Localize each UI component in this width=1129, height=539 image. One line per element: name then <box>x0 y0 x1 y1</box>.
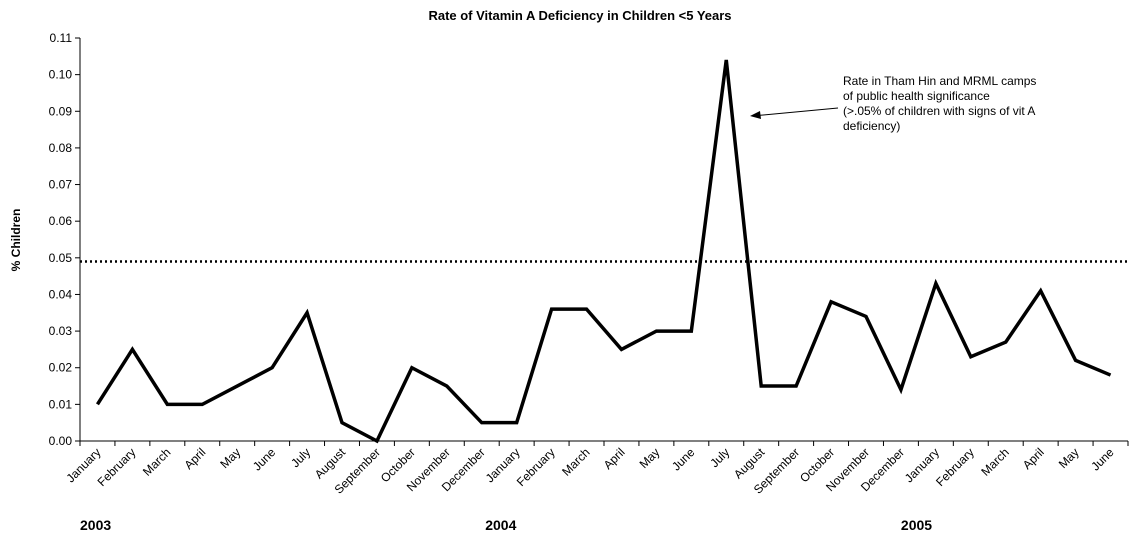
annotation: deficiency) <box>843 119 900 133</box>
y-tick-label: 0.03 <box>49 324 73 338</box>
x-tick-label: May <box>637 445 663 471</box>
x-tick-label: July <box>707 445 732 470</box>
year-label: 2003 <box>80 517 111 533</box>
y-tick-label: 0.00 <box>49 434 73 448</box>
y-tick-label: 0.09 <box>49 104 73 118</box>
x-tick-label: April <box>1020 445 1047 472</box>
y-tick-label: 0.01 <box>49 397 73 411</box>
y-tick-label: 0.07 <box>49 178 73 192</box>
x-tick-label: July <box>288 445 313 470</box>
y-tick-label: 0.04 <box>49 287 73 301</box>
x-tick-label: February <box>95 445 139 489</box>
chart-title: Rate of Vitamin A Deficiency in Children… <box>428 8 731 23</box>
x-tick-label: June <box>1088 445 1117 474</box>
series-line <box>95 59 1112 444</box>
y-axis-label: % Children <box>9 209 23 272</box>
x-tick-label: February <box>514 445 558 489</box>
annotation: Rate in Tham Hin and MRML camps <box>843 74 1036 88</box>
y-tick-label: 0.10 <box>49 68 73 82</box>
x-tick-label: June <box>669 445 698 474</box>
y-tick-label: 0.08 <box>49 141 73 155</box>
annotation-arrow <box>751 107 839 117</box>
y-tick-label: 0.02 <box>49 361 73 375</box>
x-tick-label: May <box>1056 445 1082 471</box>
y-tick-label: 0.06 <box>49 214 73 228</box>
x-tick-label: February <box>933 445 977 489</box>
x-tick-label: June <box>250 445 279 474</box>
x-tick-label: May <box>217 445 243 471</box>
y-tick-label: 0.05 <box>49 251 73 265</box>
y-tick-label: 0.11 <box>50 31 73 45</box>
x-tick-label: April <box>182 445 209 472</box>
annotation: of public health significance <box>843 89 990 103</box>
year-label: 2004 <box>485 517 516 533</box>
x-tick-label: April <box>601 445 628 472</box>
x-tick-label: March <box>559 445 592 478</box>
x-tick-label: March <box>978 445 1011 478</box>
annotation: (>.05% of children with signs of vit A <box>843 104 1035 118</box>
x-tick-label: March <box>140 445 173 478</box>
year-label: 2005 <box>901 517 932 533</box>
arrow-head <box>750 111 761 119</box>
